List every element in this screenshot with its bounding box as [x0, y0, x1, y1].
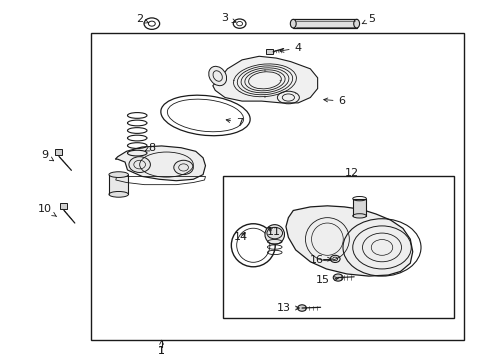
Bar — [91, 33, 463, 339]
Text: 7: 7 — [226, 118, 243, 128]
Text: 15: 15 — [315, 275, 338, 285]
Text: 8: 8 — [145, 143, 155, 153]
Ellipse shape — [290, 19, 296, 28]
Ellipse shape — [352, 214, 366, 218]
Ellipse shape — [353, 19, 359, 28]
Text: 13: 13 — [276, 303, 299, 313]
Circle shape — [173, 160, 193, 175]
Polygon shape — [212, 56, 317, 103]
Text: 16: 16 — [309, 255, 331, 265]
Text: 1: 1 — [158, 346, 165, 356]
Ellipse shape — [109, 192, 128, 197]
Polygon shape — [285, 206, 412, 276]
Text: 2: 2 — [136, 14, 148, 24]
Polygon shape — [115, 146, 205, 181]
Text: 4: 4 — [279, 43, 301, 53]
Circle shape — [297, 305, 306, 311]
Text: 11: 11 — [266, 227, 280, 237]
Circle shape — [266, 227, 282, 239]
Text: 9: 9 — [41, 150, 54, 161]
Text: 5: 5 — [362, 14, 374, 24]
Circle shape — [129, 157, 150, 172]
Text: 12: 12 — [344, 168, 358, 178]
Text: 1: 1 — [158, 341, 165, 356]
Text: 14: 14 — [233, 232, 247, 242]
Text: 10: 10 — [38, 204, 57, 216]
Bar — [352, 199, 366, 216]
Bar — [293, 19, 356, 28]
Bar — [222, 176, 453, 318]
Ellipse shape — [109, 172, 128, 177]
Ellipse shape — [208, 66, 226, 86]
Bar — [266, 49, 273, 54]
Text: 6: 6 — [323, 96, 345, 106]
Bar — [55, 149, 61, 155]
Bar — [60, 203, 66, 209]
Ellipse shape — [264, 225, 284, 244]
Text: 3: 3 — [221, 13, 236, 23]
Circle shape — [332, 274, 342, 281]
Bar — [109, 175, 128, 194]
